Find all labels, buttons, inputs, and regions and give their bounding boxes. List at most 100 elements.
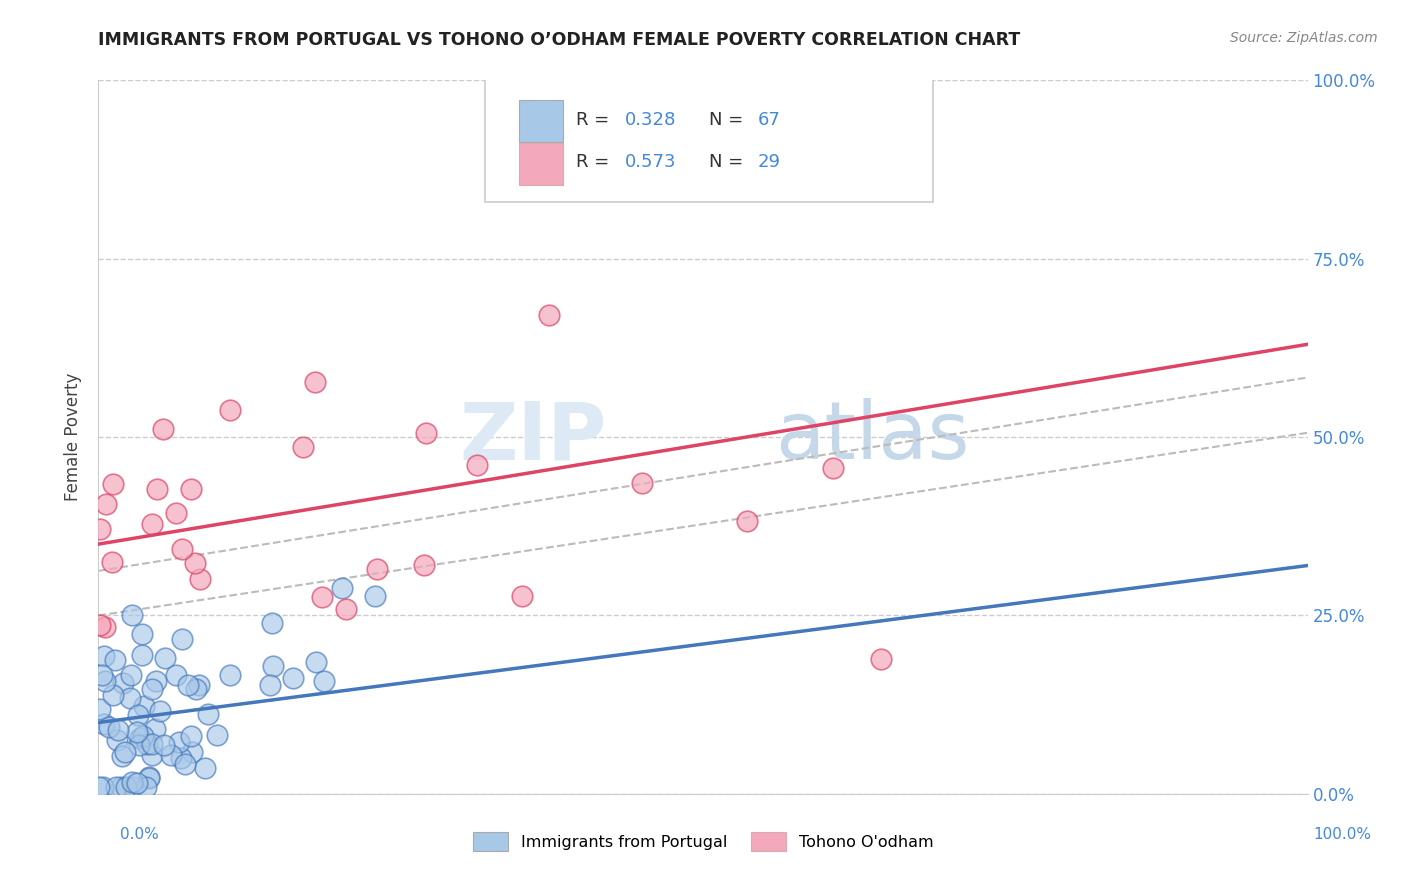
- FancyBboxPatch shape: [519, 100, 562, 143]
- Point: [131, 648, 153, 662]
- Point: [89, 618, 111, 632]
- Point: [141, 737, 163, 751]
- Point: [197, 706, 219, 721]
- Point: [114, 745, 136, 759]
- Point: [205, 728, 228, 742]
- Point: [188, 678, 211, 692]
- Point: [194, 761, 217, 775]
- Point: [143, 722, 166, 736]
- Point: [364, 590, 387, 604]
- Point: [129, 731, 152, 746]
- Text: R =: R =: [576, 111, 614, 128]
- Text: 0.328: 0.328: [624, 111, 676, 128]
- Point: [314, 674, 336, 689]
- Point: [262, 615, 284, 630]
- Point: [259, 678, 281, 692]
- Point: [180, 745, 202, 759]
- Point: [94, 673, 117, 688]
- Text: 100.0%: 100.0%: [1313, 827, 1371, 841]
- Point: [104, 653, 127, 667]
- Point: [111, 748, 134, 763]
- Point: [97, 721, 120, 735]
- Point: [93, 717, 115, 731]
- Point: [127, 724, 149, 739]
- Point: [122, 780, 145, 794]
- Text: IMMIGRANTS FROM PORTUGAL VS TOHONO O’ODHAM FEMALE POVERTY CORRELATION CHART: IMMIGRANTS FROM PORTUGAL VS TOHONO O’ODH…: [98, 31, 1021, 49]
- Text: 0.573: 0.573: [624, 153, 676, 171]
- Point: [219, 403, 242, 417]
- Point: [89, 522, 111, 536]
- Point: [93, 780, 115, 794]
- Point: [311, 590, 333, 604]
- Point: [110, 780, 132, 794]
- Point: [127, 708, 149, 723]
- Point: [107, 733, 129, 747]
- Point: [121, 607, 143, 622]
- Point: [107, 723, 129, 737]
- Point: [152, 738, 174, 752]
- Point: [188, 572, 211, 586]
- Point: [291, 441, 314, 455]
- Point: [91, 668, 114, 682]
- Point: [165, 506, 187, 520]
- Point: [180, 729, 202, 743]
- Point: [149, 704, 172, 718]
- Point: [412, 558, 434, 573]
- Point: [136, 737, 159, 751]
- Point: [145, 673, 167, 688]
- Point: [132, 729, 155, 743]
- Point: [104, 780, 127, 794]
- Text: atlas: atlas: [776, 398, 970, 476]
- Point: [93, 648, 115, 663]
- Point: [96, 497, 118, 511]
- Point: [118, 690, 141, 705]
- Point: [89, 701, 111, 715]
- Point: [121, 668, 143, 682]
- Point: [141, 748, 163, 763]
- Point: [173, 757, 195, 772]
- Point: [87, 780, 110, 794]
- Point: [101, 688, 124, 702]
- Point: [134, 780, 156, 794]
- Point: [465, 458, 488, 472]
- Text: N =: N =: [709, 111, 749, 128]
- Text: ZIP: ZIP: [458, 398, 606, 476]
- Text: 67: 67: [758, 111, 780, 128]
- Point: [305, 655, 328, 669]
- FancyBboxPatch shape: [519, 143, 562, 186]
- Point: [186, 682, 208, 697]
- Point: [138, 770, 160, 784]
- Point: [165, 668, 187, 682]
- Point: [262, 659, 284, 673]
- Point: [112, 676, 135, 690]
- Point: [870, 651, 893, 665]
- Point: [510, 589, 533, 603]
- Point: [100, 555, 122, 569]
- Point: [537, 309, 560, 323]
- Text: 0.0%: 0.0%: [120, 827, 159, 841]
- Point: [335, 602, 357, 616]
- Point: [177, 678, 200, 692]
- Text: N =: N =: [709, 153, 749, 171]
- Point: [160, 747, 183, 762]
- Point: [821, 461, 844, 475]
- Point: [180, 482, 202, 496]
- Point: [184, 556, 207, 570]
- Point: [170, 632, 193, 646]
- Point: [219, 668, 242, 682]
- Point: [128, 738, 150, 752]
- Point: [735, 515, 758, 529]
- Point: [631, 476, 654, 491]
- Point: [304, 375, 326, 389]
- Point: [366, 562, 388, 576]
- Point: [114, 780, 136, 794]
- FancyBboxPatch shape: [485, 77, 932, 202]
- Point: [152, 422, 174, 436]
- Point: [167, 734, 190, 748]
- Point: [153, 650, 176, 665]
- Point: [134, 698, 156, 713]
- Point: [125, 776, 148, 790]
- Point: [172, 541, 194, 556]
- Point: [101, 476, 124, 491]
- Text: Source: ZipAtlas.com: Source: ZipAtlas.com: [1230, 31, 1378, 45]
